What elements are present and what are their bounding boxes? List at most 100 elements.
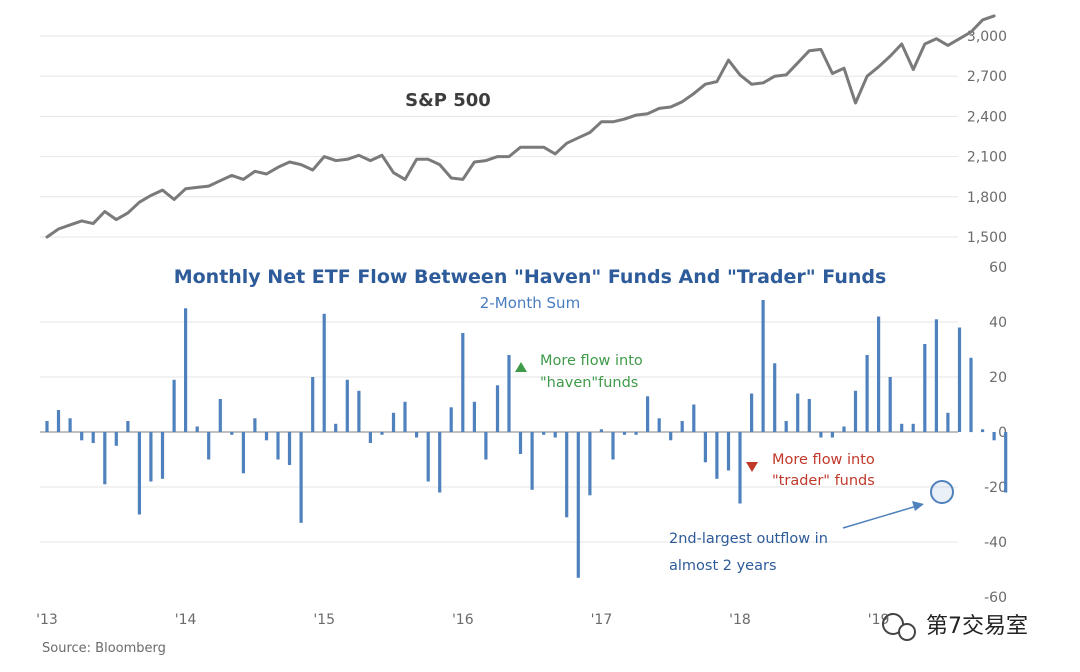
flow-bar <box>322 313 326 433</box>
flow-bar <box>934 319 938 433</box>
flow-bar <box>750 393 754 432</box>
red-annotation-line2: "trader" funds <box>772 473 875 489</box>
flow-bar <box>253 418 257 433</box>
flow-bar <box>715 432 719 479</box>
flow-bar <box>911 423 915 433</box>
x-tick-label: '14 <box>175 612 197 628</box>
flow-bar <box>957 327 962 432</box>
flow-bar <box>484 432 488 460</box>
flow-bar <box>391 412 396 433</box>
flow-bar <box>830 432 834 438</box>
flow-bar <box>345 379 349 433</box>
flow-bar <box>218 399 222 432</box>
flow-gridlines <box>40 321 958 543</box>
x-tick-label: '18 <box>729 612 751 628</box>
flow-bar <box>796 393 800 432</box>
flow-bar <box>415 432 419 438</box>
spx-y-tick-label: 3,000 <box>967 29 1007 45</box>
flow-bar <box>195 426 199 432</box>
green-annotation-line1: More flow into <box>540 353 643 369</box>
flow-bar <box>726 432 731 471</box>
flow-bar <box>576 432 580 578</box>
flow-bar <box>438 432 442 493</box>
spx-y-tick-label: 1,800 <box>967 190 1007 206</box>
flow-bar <box>403 401 407 433</box>
flow-bar <box>299 432 303 523</box>
flow-bar <box>507 355 511 432</box>
green-annotation-line2: "haven"funds <box>540 375 638 391</box>
flow-bar <box>865 355 869 432</box>
flow-bar <box>449 407 453 433</box>
flow-bar <box>703 432 707 463</box>
flow-bar <box>461 333 465 432</box>
flow-bar <box>992 432 996 441</box>
flow-bar <box>126 421 130 432</box>
flow-y-axis: 60 40 20 0 -20 -40 -60 <box>984 260 1007 606</box>
flow-bar <box>761 300 765 432</box>
flow-y-tick-label: -20 <box>984 480 1007 496</box>
source-note: Source: Bloomberg <box>42 641 166 656</box>
flow-y-tick-label: 0 <box>998 425 1007 441</box>
flow-bar <box>542 432 546 435</box>
flow-bar <box>611 432 615 460</box>
watermark-text: 第7交易室 <box>926 614 1028 639</box>
spx-y-tick-label: 2,400 <box>967 109 1007 125</box>
flow-bar <box>969 357 973 433</box>
flow-bar <box>981 429 985 433</box>
flow-bar <box>56 410 61 432</box>
flow-bar <box>946 412 950 433</box>
flow-bar <box>357 390 361 433</box>
flow-bar <box>1004 432 1008 493</box>
flow-bar <box>853 390 858 433</box>
red-annotation-line1: More flow into <box>772 452 875 468</box>
flow-bar <box>692 404 696 432</box>
flow-bar <box>784 421 788 432</box>
x-tick-label: '16 <box>452 612 474 628</box>
green-up-triangle-icon <box>515 362 527 372</box>
flow-bar <box>888 377 892 432</box>
flow-bar <box>45 421 49 432</box>
x-axis: '13 '14 '15 '16 '17 '18 '19 <box>36 612 889 628</box>
flow-bar <box>160 432 165 479</box>
x-tick-label: '13 <box>36 612 58 628</box>
flow-bar <box>287 432 292 465</box>
flow-bar <box>334 423 338 433</box>
flow-bar <box>368 432 372 443</box>
flow-bar <box>842 426 846 432</box>
flow-bar <box>426 432 430 482</box>
flow-bar <box>91 432 95 443</box>
flow-y-tick-label: -40 <box>984 535 1007 551</box>
annotation-arrowhead-icon <box>912 501 924 511</box>
flow-bar <box>276 432 280 460</box>
flow-bar <box>184 308 188 433</box>
flow-y-tick-label: 20 <box>989 370 1007 386</box>
spx-y-tick-label: 2,700 <box>967 69 1007 85</box>
flow-bar <box>599 429 603 433</box>
spx-series-line <box>45 14 996 239</box>
flow-bar <box>80 432 84 441</box>
flow-bar <box>68 418 72 433</box>
flow-bar <box>264 432 269 441</box>
flow-bar <box>311 377 315 432</box>
flow-bar <box>114 432 118 446</box>
flow-bar <box>807 399 811 432</box>
red-down-triangle-icon <box>746 462 758 472</box>
flow-bar <box>230 432 234 435</box>
flow-bar <box>680 421 684 432</box>
flow-bar <box>900 423 904 433</box>
x-tick-label: '17 <box>591 612 613 628</box>
x-tick-label: '19 <box>868 612 890 628</box>
flow-bar <box>565 432 569 518</box>
flow-bar <box>495 385 500 433</box>
flow-bar <box>241 432 245 474</box>
flow-bars <box>45 300 1008 578</box>
flow-y-tick-label: 40 <box>989 315 1007 331</box>
wechat-watermark: 第7交易室 <box>882 613 1028 641</box>
highlight-circle <box>930 480 954 504</box>
spx-label: S&P 500 <box>405 90 491 111</box>
flow-bar <box>646 396 650 433</box>
flow-bar <box>553 432 557 438</box>
flow-chart-title: Monthly Net ETF Flow Between "Haven" Fun… <box>174 266 887 288</box>
annotation-arrow <box>842 505 918 529</box>
